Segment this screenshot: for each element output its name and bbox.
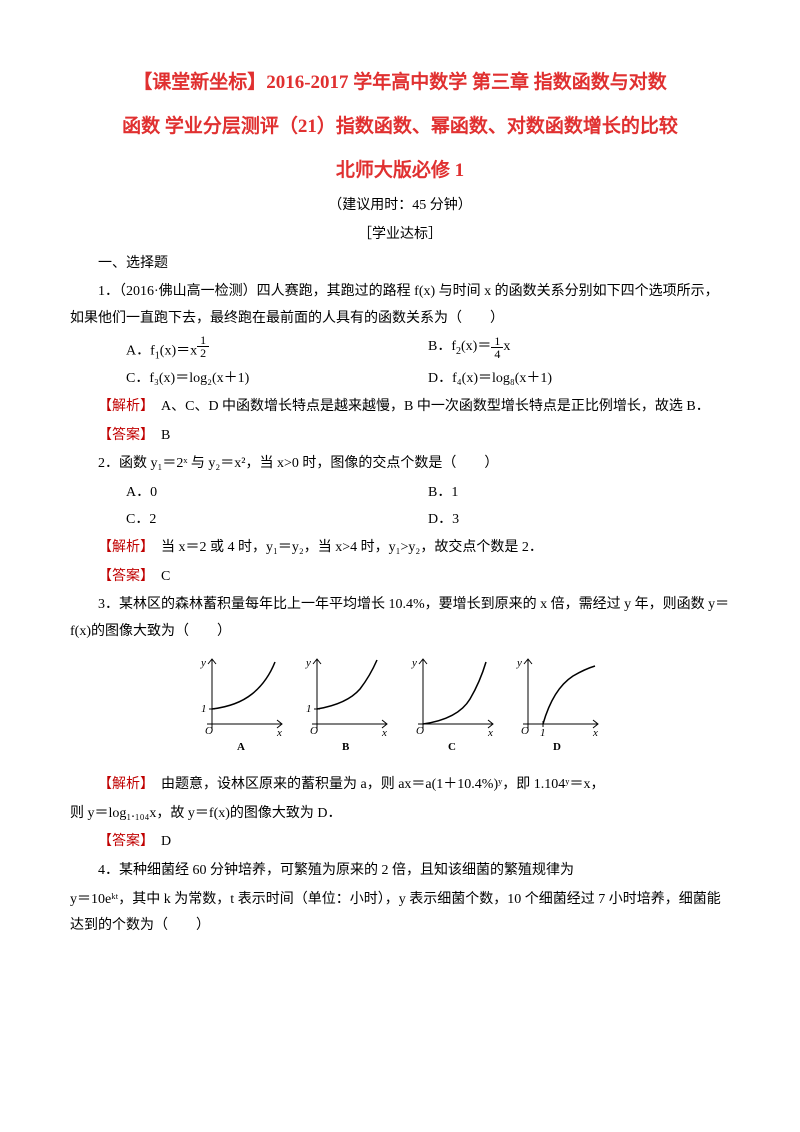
- svg-text:D: D: [553, 741, 561, 753]
- analysis-label: 【解析】: [98, 777, 147, 792]
- q4-stem-b: y＝10eᵏᵗ，其中 k 为常数，t 表示时间（单位：小时），y 表示细菌个数，…: [70, 887, 730, 940]
- q3-stem: 3．某林区的森林蓄积量每年比上一年平均增长 10.4%，要增长到原来的 x 倍，…: [70, 592, 730, 645]
- svg-text:1: 1: [306, 703, 312, 715]
- title-line3: 北师大版必修 1: [70, 150, 730, 192]
- q1-choice-C: C．f₃(x)＝log₂(x＋1): [126, 366, 428, 393]
- svg-text:x: x: [487, 727, 493, 739]
- q3-analysis-b: 则 y＝log₁.₁₀₄x，故 y＝f(x)的图像大致为 D．: [70, 801, 730, 828]
- svg-text:O: O: [521, 725, 529, 737]
- svg-text:y: y: [200, 657, 206, 669]
- svg-text:B: B: [342, 741, 350, 753]
- svg-text:x: x: [592, 727, 598, 739]
- q2-choice-D: D．3: [428, 507, 730, 534]
- answer-label: 【答案】: [98, 834, 147, 849]
- label-dabiao: ［学业达标］: [70, 222, 730, 249]
- svg-text:O: O: [416, 725, 424, 737]
- svg-text:A: A: [237, 741, 245, 753]
- svg-text:1: 1: [540, 727, 546, 739]
- q4-stem-a: 4．某种细菌经 60 分钟培养，可繁殖为原来的 2 倍，且知该细菌的繁殖规律为: [70, 858, 730, 885]
- q1-choice-D: D．f₄(x)＝log₈(x＋1): [428, 366, 730, 393]
- q1-answer: 【答案】 B: [70, 423, 730, 450]
- q2-choices-row1: A．0 B．1: [126, 480, 730, 507]
- svg-text:C: C: [448, 741, 456, 753]
- section-1: 一、选择题: [70, 251, 730, 278]
- q2-answer: 【答案】 C: [70, 564, 730, 591]
- q3-plot-C: Ox y C: [408, 654, 498, 754]
- q3-answer: 【答案】 D: [70, 829, 730, 856]
- q3-plot-D: 1Ox y D: [513, 654, 603, 754]
- q2-analysis: 【解析】 当 x＝2 或 4 时，y₁＝y₂，当 x>4 时，y₁>y₂，故交点…: [70, 535, 730, 562]
- answer-label: 【答案】: [98, 569, 147, 584]
- svg-text:O: O: [205, 725, 213, 737]
- q2-choice-B: B．1: [428, 480, 730, 507]
- q1-analysis: 【解析】 A、C、D 中函数增长特点是越来越慢，B 中一次函数型增长特点是正比例…: [70, 394, 730, 421]
- q3-plot-A: 1 Ox y A: [197, 654, 287, 754]
- title-line2: 函数 学业分层测评（21）指数函数、幂函数、对数函数增长的比较: [70, 106, 730, 148]
- analysis-label: 【解析】: [98, 399, 147, 414]
- q2-choice-A: A．0: [126, 480, 428, 507]
- title-line1: 【课堂新坐标】2016-2017 学年高中数学 第三章 指数函数与对数: [70, 62, 730, 104]
- svg-text:y: y: [411, 657, 417, 669]
- q2-choice-C: C．2: [126, 507, 428, 534]
- time-hint: （建议用时：45 分钟）: [70, 193, 730, 220]
- q3-analysis-a: 【解析】 由题意，设林区原来的蓄积量为 a，则 ax＝a(1＋10.4%)ʸ，即…: [70, 772, 730, 799]
- q3-graphs: 1Oxy A 1Oxy B Oxy C 1Oxy D: [70, 654, 730, 765]
- answer-label: 【答案】: [98, 428, 147, 443]
- svg-text:y: y: [516, 657, 522, 669]
- q2-choices-row2: C．2 D．3: [126, 507, 730, 534]
- q1-choices-row1: A．f1(x)＝x12 B．f2(x)＝14x: [126, 334, 730, 365]
- q1-stem: 1．（2016·佛山高一检测）四人赛跑，其跑过的路程 f(x) 与时间 x 的函…: [70, 279, 730, 332]
- q2-stem: 2．函数 y₁＝2ˣ 与 y₂＝x²，当 x>0 时，图像的交点个数是（ ）: [70, 451, 730, 478]
- svg-text:x: x: [276, 727, 282, 739]
- svg-text:1: 1: [201, 703, 207, 715]
- q1-choice-A: A．f1(x)＝x12: [126, 334, 428, 365]
- svg-text:y: y: [305, 657, 311, 669]
- q1-choices-row2: C．f₃(x)＝log₂(x＋1) D．f₄(x)＝log₈(x＋1): [126, 366, 730, 393]
- q3-plot-B: 1 Ox y B: [302, 654, 392, 754]
- svg-text:O: O: [310, 725, 318, 737]
- svg-text:x: x: [381, 727, 387, 739]
- q1-choice-B: B．f2(x)＝14x: [428, 334, 730, 365]
- analysis-label: 【解析】: [98, 540, 147, 555]
